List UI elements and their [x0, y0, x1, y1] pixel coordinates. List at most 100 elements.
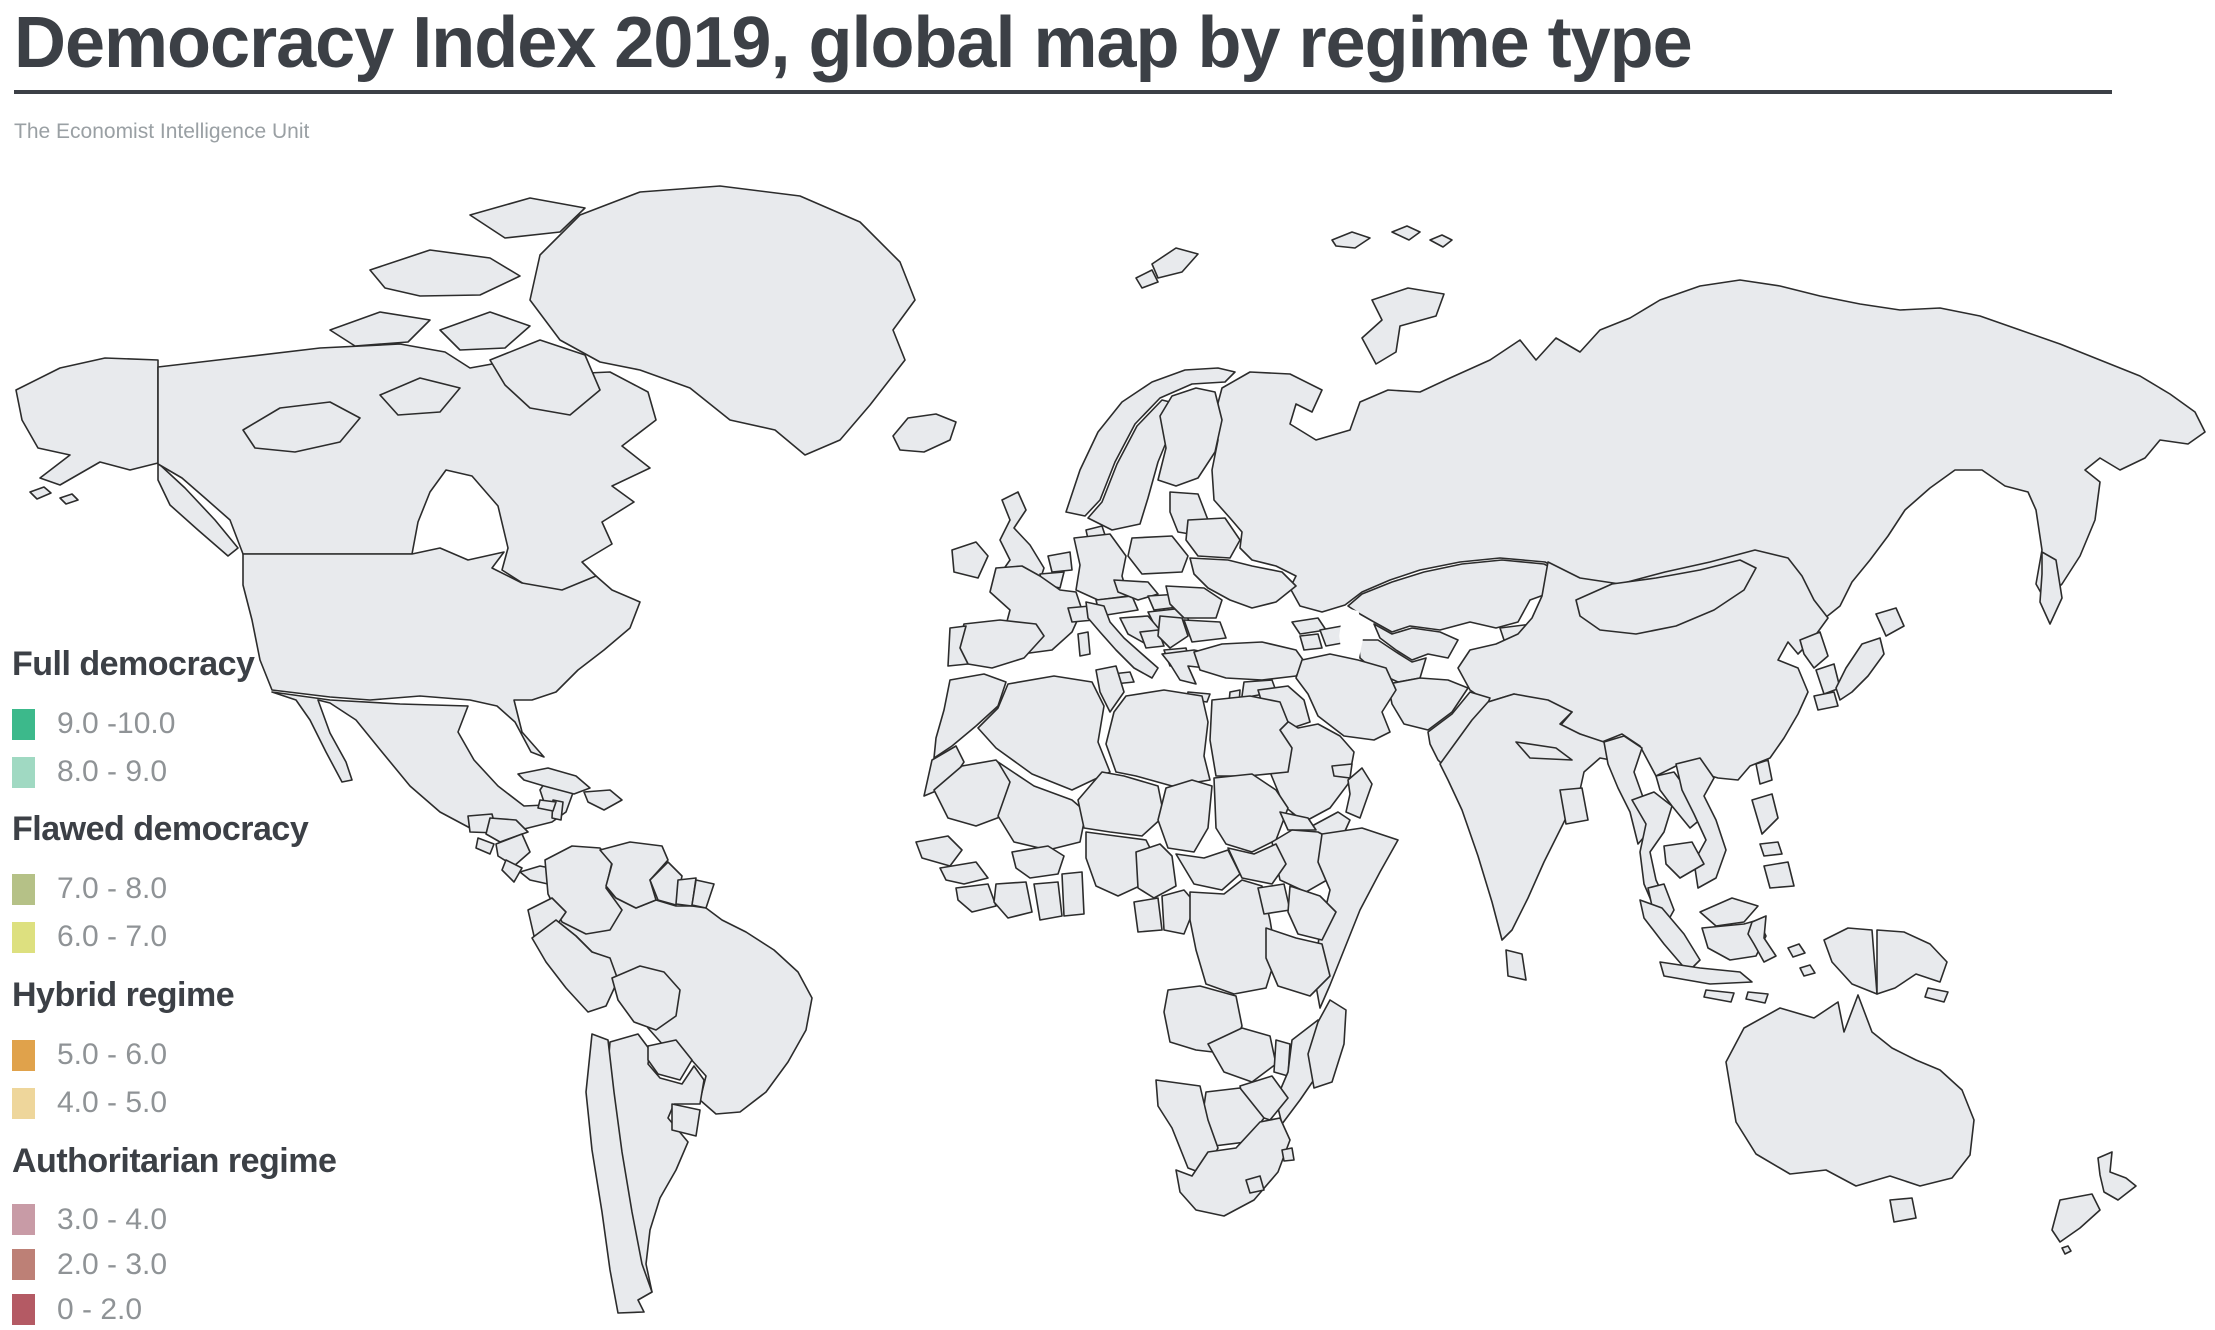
country-bolivia [611, 965, 681, 1031]
country-paraguay [647, 1039, 693, 1081]
legend-item: 8.0 - 9.0 [12, 748, 254, 796]
country-senegal [915, 835, 963, 867]
country-alaska-panhandle [157, 462, 239, 557]
country-canada-island-1 [242, 401, 361, 453]
title-underline [14, 90, 2112, 94]
country-south-sudan [1227, 843, 1287, 885]
country-taiwan [1755, 759, 1773, 785]
country-iran [1295, 653, 1397, 741]
country-india [1439, 693, 1631, 941]
country-honshu [1835, 637, 1885, 701]
country-egypt [1209, 695, 1293, 777]
country-cuba [517, 767, 591, 795]
legend-swatch [12, 873, 35, 905]
legend-swatch [12, 921, 35, 953]
country-netherlands [1047, 551, 1073, 573]
country-uruguay [671, 1103, 701, 1137]
country-guinea [939, 861, 989, 885]
country-somalia [1313, 827, 1399, 1009]
legend-item: 0 - 2.0 [12, 1287, 336, 1330]
country-algeria [977, 675, 1111, 791]
legend-swatch [12, 1039, 35, 1071]
country-novaya-zemlya [1361, 287, 1445, 365]
country-franz-josef-1 [1331, 231, 1371, 249]
legend-swatch [12, 756, 35, 788]
country-nz-south-island [2051, 1193, 2101, 1243]
country-canada-baffin [489, 339, 601, 416]
country-togo-benin [1061, 871, 1085, 917]
country-tunisia [1095, 665, 1125, 713]
country-kyushu [1813, 691, 1839, 711]
legend-group-full-democracy: Full democracy 9.0 -10.0 8.0 - 9.0 [12, 645, 255, 796]
country-finland [1157, 387, 1223, 487]
country-romania [1165, 585, 1223, 619]
country-french-guiana [691, 879, 715, 909]
country-gabon [1133, 897, 1163, 933]
country-serbia [1157, 615, 1189, 649]
country-java [1659, 961, 1753, 985]
country-svalbard-2 [1135, 269, 1159, 289]
legend-item-label: 2.0 - 3.0 [57, 1247, 168, 1281]
country-lesser-sunda-1 [1703, 989, 1735, 1003]
country-libya [1105, 689, 1211, 787]
country-maluku-2 [1799, 964, 1816, 977]
source-label: The Economist Intelligence Unit [14, 120, 310, 143]
country-bulgaria [1183, 619, 1227, 643]
country-tanzania [1265, 927, 1331, 997]
country-armenia [1299, 633, 1323, 651]
country-north-korea [1799, 631, 1829, 669]
legend-item-label: 5.0 - 6.0 [57, 1038, 168, 1071]
country-south-africa [1175, 1117, 1291, 1217]
country-cambodia [1663, 841, 1705, 879]
country-ivory-coast [993, 881, 1033, 919]
country-morocco [933, 673, 1007, 759]
country-burkina-faso [1011, 845, 1065, 879]
legend-item: 3.0 - 4.0 [12, 1197, 336, 1242]
country-turkey [1193, 641, 1307, 681]
country-nz-north-island [2097, 1151, 2137, 1201]
legend-swatch [12, 1087, 35, 1119]
legend-swatch [12, 1249, 35, 1280]
country-sardinia [1077, 631, 1091, 657]
legend-item-label: 9.0 -10.0 [57, 707, 176, 740]
country-drc [1189, 879, 1277, 995]
country-bangladesh [1559, 787, 1589, 825]
country-eswatini [1281, 1147, 1295, 1162]
country-kazakhstan [1347, 559, 1561, 633]
country-aleutian-1 [29, 486, 52, 500]
country-svalbard-1 [1151, 247, 1199, 279]
legend-group-title: Flawed democracy [12, 810, 309, 848]
country-costa-rica [501, 859, 523, 883]
country-venezuela [599, 841, 669, 909]
country-portugal [947, 625, 969, 667]
country-franz-josef-3 [1429, 234, 1453, 248]
country-mexico [271, 691, 575, 834]
legend-item: 7.0 - 8.0 [12, 865, 308, 913]
legend-swatch [12, 708, 35, 740]
country-franz-josef-2 [1391, 225, 1421, 241]
country-spain [957, 619, 1045, 669]
country-nicaragua [495, 833, 531, 867]
legend-group-title: Full democracy [12, 645, 255, 683]
country-uganda [1257, 883, 1291, 915]
country-chile [585, 1033, 653, 1314]
legend-item-label: 8.0 - 9.0 [57, 755, 168, 788]
country-greenland [529, 185, 916, 456]
legend-item-label: 4.0 - 5.0 [57, 1086, 168, 1119]
country-sierra-leone-liberia [955, 883, 997, 913]
country-sumatra [1639, 899, 1701, 973]
country-vietnam [1675, 757, 1727, 889]
country-cameroon [1135, 843, 1177, 899]
legend-item: 5.0 - 6.0 [12, 1031, 234, 1079]
country-ireland [951, 541, 989, 579]
country-jamaica [537, 799, 557, 812]
country-norway [1065, 367, 1236, 517]
country-kenya [1287, 885, 1337, 941]
country-hispaniola [583, 789, 623, 811]
country-uae [1331, 763, 1353, 779]
legend-swatch [12, 1294, 35, 1325]
country-suriname [675, 877, 697, 907]
legend-item: 4.0 - 5.0 [12, 1079, 234, 1127]
legend-item-label: 7.0 - 8.0 [57, 872, 168, 905]
